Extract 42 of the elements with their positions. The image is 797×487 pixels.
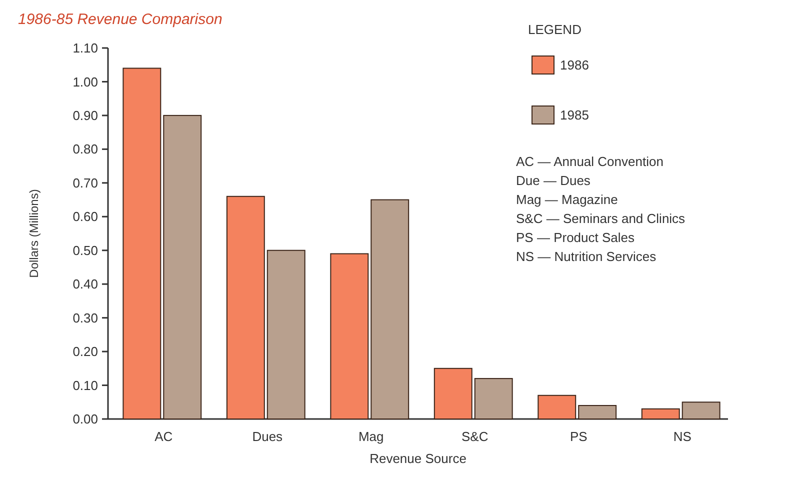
- y-tick-label: 0.00: [72, 412, 98, 427]
- x-tick-label: AC: [154, 429, 173, 444]
- legend-label: 1985: [560, 108, 589, 123]
- y-tick-label: 0.10: [72, 378, 98, 393]
- x-tick-label: Mag: [358, 429, 384, 444]
- y-tick-label: 0.40: [72, 276, 98, 292]
- annotation: PS — Product Sales: [516, 230, 635, 245]
- x-axis-title: Revenue Source: [370, 451, 466, 466]
- y-tick-label: 1.00: [72, 74, 98, 90]
- bar: [682, 402, 720, 420]
- bar: [434, 368, 472, 420]
- bar: [266, 250, 306, 420]
- annotation: Mag — Magazine: [516, 192, 618, 207]
- x-tick-label: Dues: [252, 429, 284, 444]
- annotation: NS — Nutrition Services: [516, 249, 657, 264]
- annotation: AC — Annual Convention: [516, 154, 664, 169]
- bar: [163, 114, 202, 420]
- annotation: Due — Dues: [516, 173, 591, 188]
- y-tick-label: 0.50: [72, 242, 98, 258]
- x-tick-label: PS: [570, 429, 588, 444]
- y-tick-label: 0.90: [72, 108, 98, 124]
- annotation: S&C — Seminars and Clinics: [516, 211, 686, 226]
- y-axis-title: Dollars (Millions): [27, 189, 41, 278]
- chart-title: 1986-85 Revenue Comparison: [18, 11, 222, 28]
- y-tick-label: 0.60: [72, 209, 98, 224]
- legend-title: LEGEND: [528, 22, 582, 37]
- bar: [538, 394, 576, 420]
- y-tick-label: 1.10: [72, 40, 98, 56]
- bar: [370, 199, 410, 420]
- x-tick-label: S&C: [462, 429, 488, 444]
- bar: [641, 408, 680, 420]
- x-tick-label: NS: [673, 429, 692, 444]
- legend-label: 1986: [560, 58, 589, 73]
- bar: [122, 68, 162, 420]
- bar: [226, 196, 265, 420]
- bar: [330, 253, 369, 420]
- y-tick-label: 0.80: [72, 142, 98, 157]
- y-tick-label: 0.70: [72, 175, 98, 190]
- bar: [474, 378, 513, 420]
- y-tick-label: 0.30: [72, 310, 98, 326]
- y-tick-label: 0.20: [72, 344, 98, 360]
- bar: [578, 405, 617, 420]
